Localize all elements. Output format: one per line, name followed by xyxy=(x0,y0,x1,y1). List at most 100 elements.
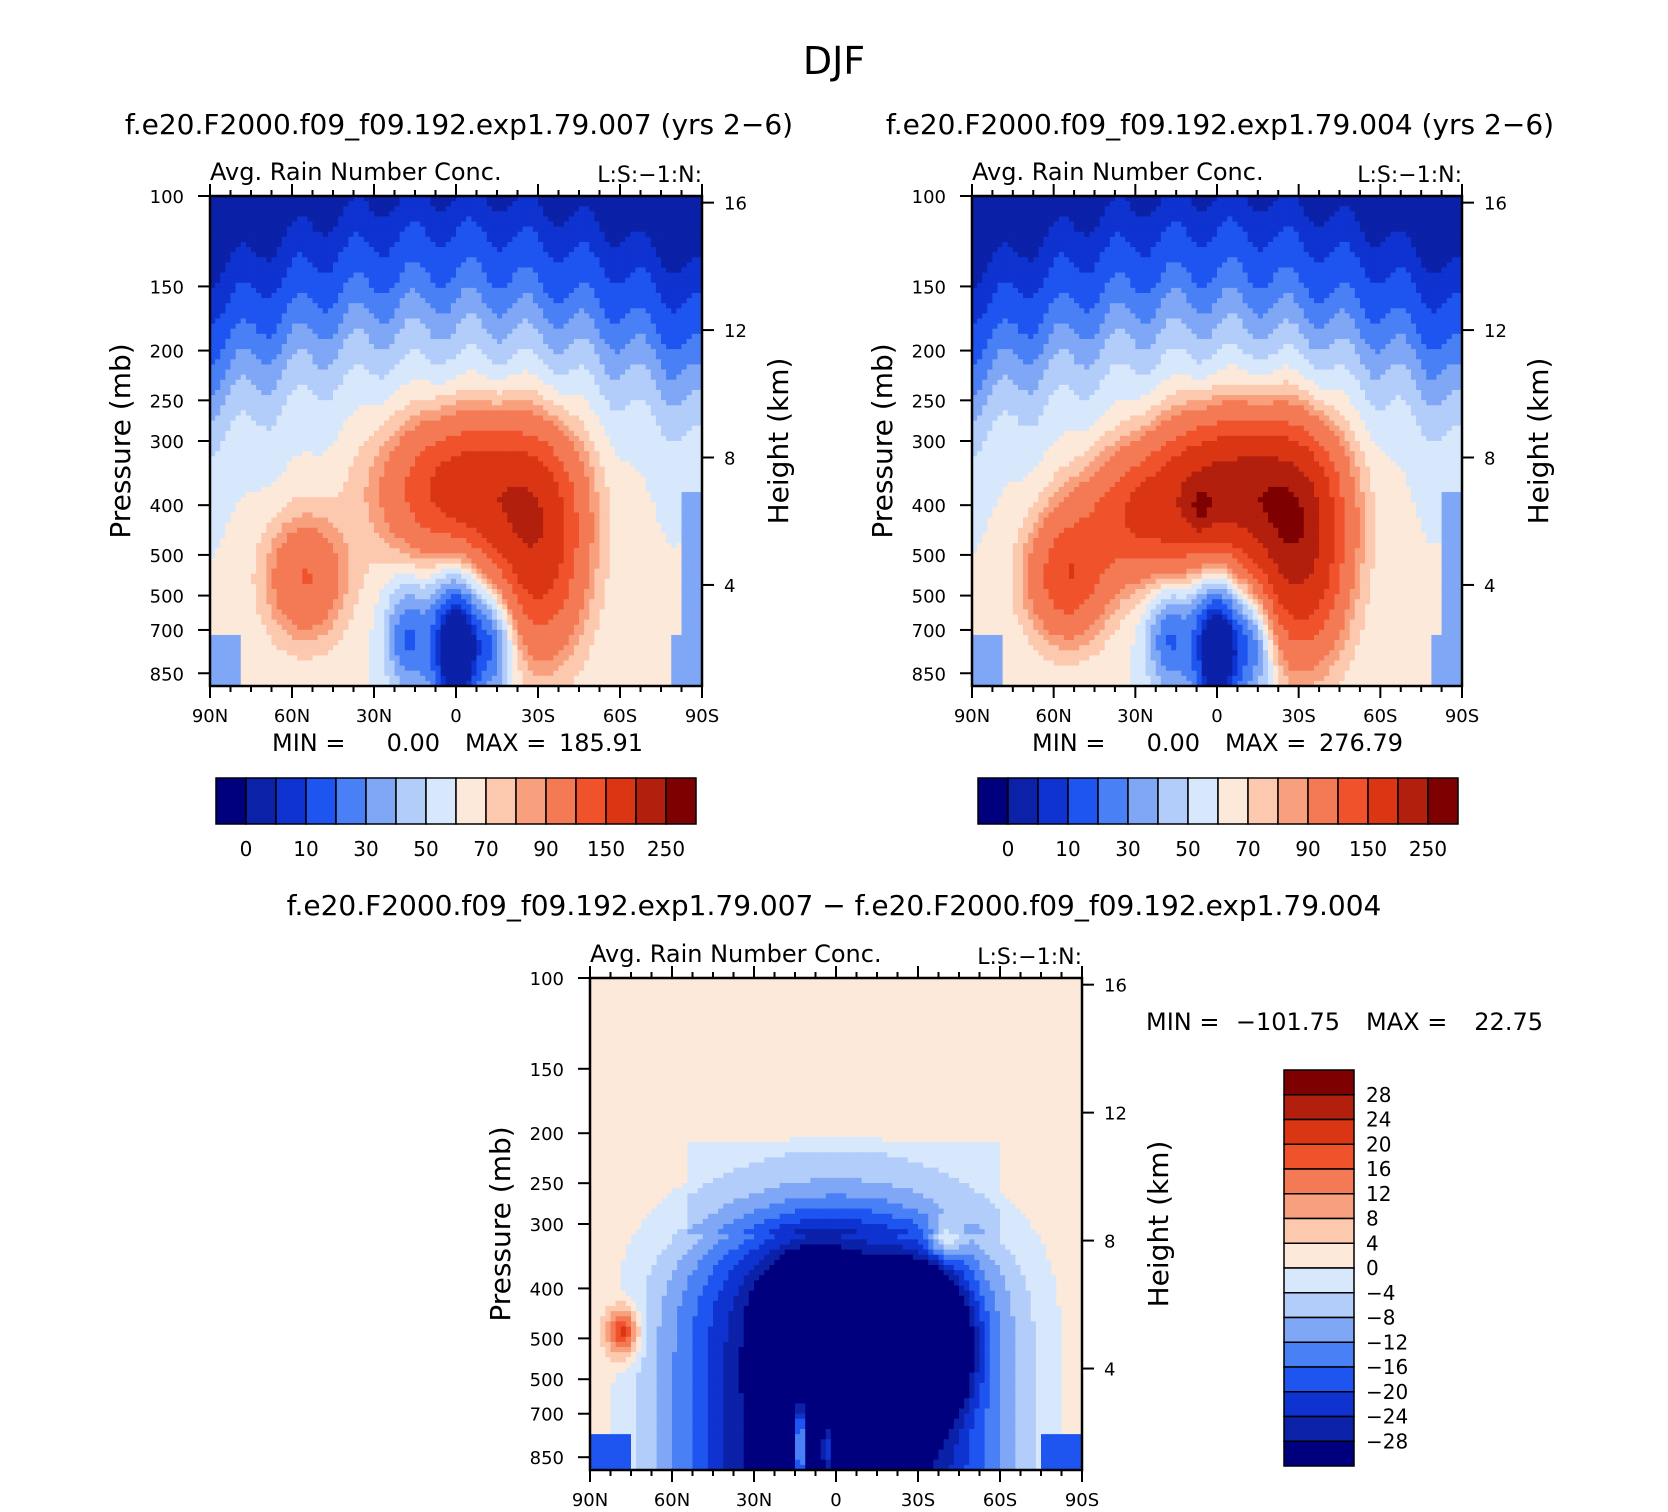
heat-cell xyxy=(569,262,575,268)
heat-cell xyxy=(610,257,616,263)
heat-cell xyxy=(241,247,247,253)
heat-cell xyxy=(625,242,631,248)
heat-cell xyxy=(671,252,677,258)
heat-cell xyxy=(692,227,698,233)
heat-cell xyxy=(687,211,693,217)
heat-cell xyxy=(415,232,421,238)
heat-cell xyxy=(692,257,698,263)
heat-cell xyxy=(302,232,308,238)
heat-cell xyxy=(302,247,308,253)
heat-cell xyxy=(302,227,308,233)
heat-cell xyxy=(231,222,237,228)
heat-cell xyxy=(451,216,457,222)
heat-cell xyxy=(261,257,267,263)
heat-cell xyxy=(538,211,544,217)
heat-cell xyxy=(333,247,339,253)
heat-cell xyxy=(287,267,293,273)
heat-cell xyxy=(605,222,611,228)
heat-cell xyxy=(528,216,534,222)
heat-cell xyxy=(466,211,472,217)
heat-cell xyxy=(661,257,667,263)
heat-cell xyxy=(635,206,641,212)
heat-cell xyxy=(436,237,442,243)
heat-cell xyxy=(564,257,570,263)
heat-cell xyxy=(692,206,698,212)
heat-cell xyxy=(635,211,641,217)
heat-cell xyxy=(518,242,524,248)
heat-cell xyxy=(384,262,390,268)
heat-cell xyxy=(231,206,237,212)
heat-cell xyxy=(518,227,524,233)
heat-cell xyxy=(338,257,344,263)
heat-cell xyxy=(625,252,631,258)
heat-cell xyxy=(405,201,411,207)
heat-cell xyxy=(594,257,600,263)
heat-cell xyxy=(605,206,611,212)
heat-cell xyxy=(574,252,580,258)
heat-cell xyxy=(579,206,585,212)
heat-cell xyxy=(215,252,221,258)
heat-cell xyxy=(374,237,380,243)
heat-cell xyxy=(343,222,349,228)
heat-cell xyxy=(523,242,529,248)
heat-cell xyxy=(307,211,313,217)
heat-cell xyxy=(482,232,488,238)
heat-cell xyxy=(446,206,452,212)
heat-cell xyxy=(441,267,447,273)
heat-cell xyxy=(287,216,293,222)
heat-cell xyxy=(451,267,457,273)
heat-cell xyxy=(451,237,457,243)
heat-cell xyxy=(441,252,447,258)
heat-cell xyxy=(625,232,631,238)
heat-cell xyxy=(671,232,677,238)
heat-cell xyxy=(461,201,467,207)
heat-cell xyxy=(656,222,662,228)
heat-cell xyxy=(492,237,498,243)
heat-cell xyxy=(451,227,457,233)
heat-cell xyxy=(292,267,298,273)
heat-cell xyxy=(630,206,636,212)
heat-cell xyxy=(518,237,524,243)
heat-cell xyxy=(323,201,329,207)
heat-cell xyxy=(272,211,278,217)
heat-cell xyxy=(420,216,426,222)
heat-cell xyxy=(692,232,698,238)
heat-cell xyxy=(620,242,626,248)
heat-cell xyxy=(436,247,442,253)
heat-cell xyxy=(466,227,472,233)
heat-cell xyxy=(333,237,339,243)
heat-cell xyxy=(395,227,401,233)
heat-cell xyxy=(502,262,508,268)
heat-cell xyxy=(231,227,237,233)
heat-cell xyxy=(533,216,539,222)
heat-cell xyxy=(236,211,242,217)
heat-cell xyxy=(477,232,483,238)
heat-cell xyxy=(533,237,539,243)
heat-cell xyxy=(523,206,529,212)
heat-cell xyxy=(343,247,349,253)
heat-cell xyxy=(543,247,549,253)
heat-cell xyxy=(374,247,380,253)
heat-cell xyxy=(266,222,272,228)
heat-cell xyxy=(266,216,272,222)
heat-cell xyxy=(395,201,401,207)
heat-cell xyxy=(436,242,442,248)
heat-cell xyxy=(456,227,462,233)
heat-cell xyxy=(246,257,252,263)
heat-cell xyxy=(323,222,329,228)
heat-cell xyxy=(220,232,226,238)
heat-cell xyxy=(671,227,677,233)
heat-cell xyxy=(579,232,585,238)
heat-cell xyxy=(302,201,308,207)
heat-cell xyxy=(225,211,231,217)
heat-cell xyxy=(359,227,365,233)
heat-cell xyxy=(220,267,226,273)
heat-cell xyxy=(420,237,426,243)
heat-cell xyxy=(425,247,431,253)
heat-cell xyxy=(507,242,513,248)
heat-cell xyxy=(610,247,616,253)
heat-cell xyxy=(589,257,595,263)
heat-cell xyxy=(272,242,278,248)
heat-cell xyxy=(415,211,421,217)
heat-cell xyxy=(441,242,447,248)
